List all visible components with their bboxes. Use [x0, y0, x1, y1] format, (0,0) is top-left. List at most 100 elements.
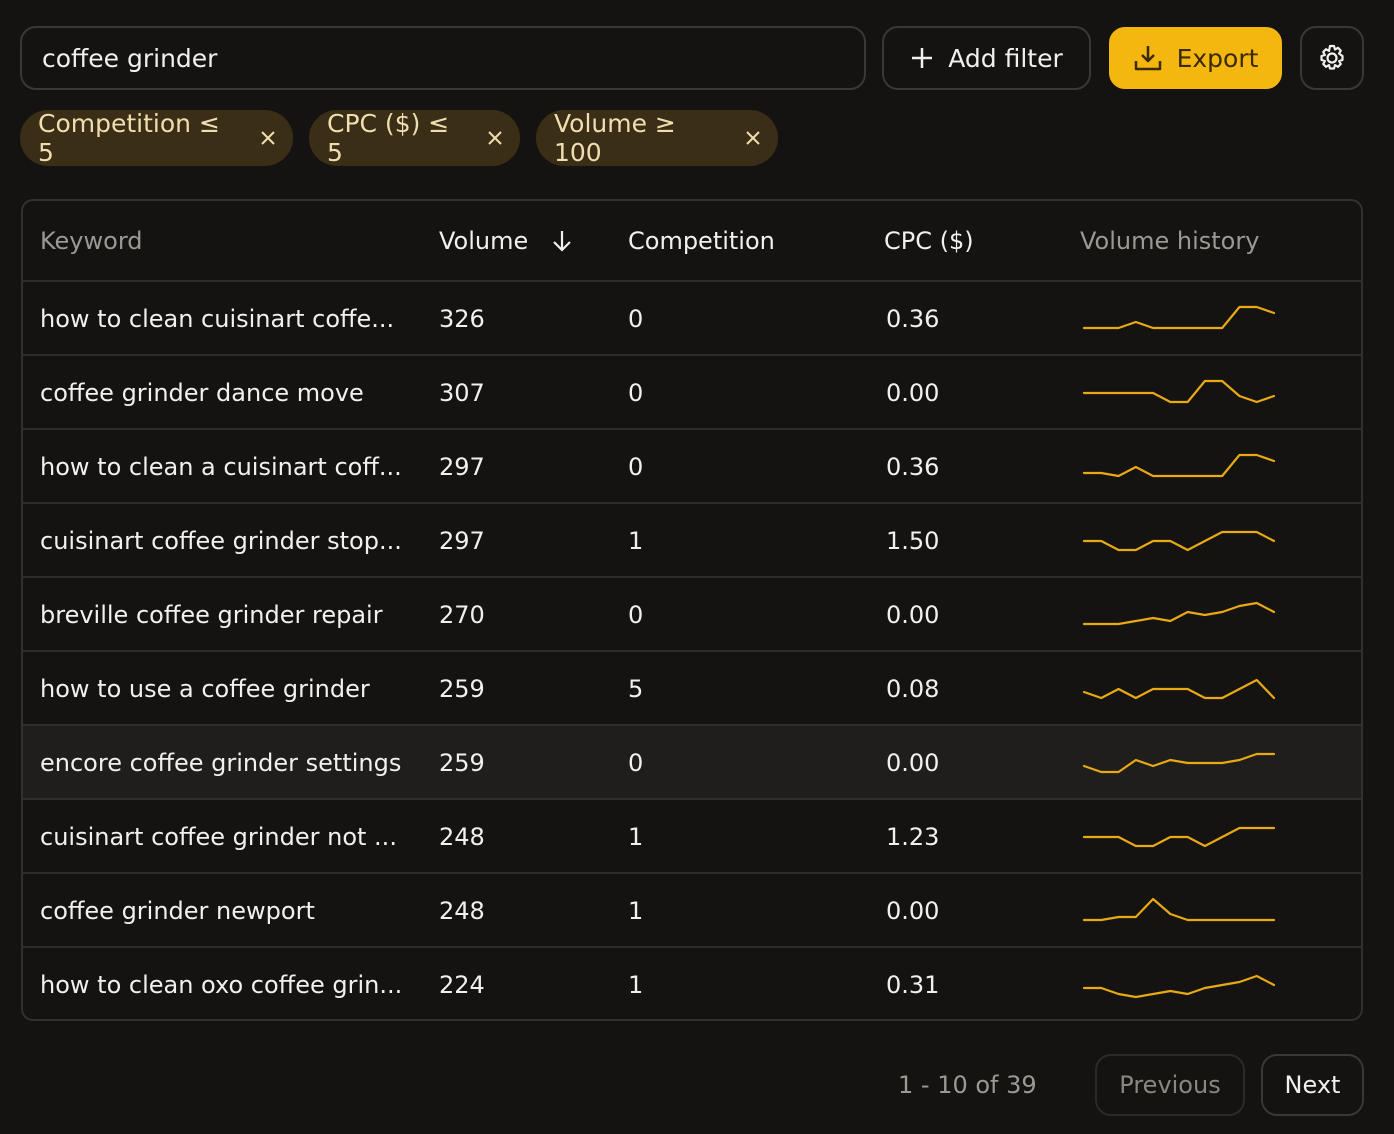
keyword-cell: how to clean oxo coffee grin...: [40, 971, 403, 999]
sparkline-line: [1082, 826, 1276, 848]
competition-cell: 1: [628, 971, 644, 999]
keyword-cell: cuisinart coffee grinder stop...: [40, 527, 402, 555]
filter-label: Volume ≥ 100: [554, 109, 676, 167]
column-header: Volume history: [1080, 201, 1259, 281]
keyword-cell: how to clean cuisinart coffe...: [40, 305, 395, 333]
volume-cell: 248: [439, 823, 485, 851]
volume-sparkline: [1082, 379, 1276, 404]
cpc-cell: 1.50: [886, 527, 940, 555]
volume-cell: 248: [439, 897, 485, 925]
cpc-cell: 0.08: [886, 675, 940, 703]
sparkline-line: [1082, 752, 1276, 774]
table-row[interactable]: how to clean a cuisinart coff... 297 0 0.36: [23, 428, 1361, 502]
filter-chip: Volume ≥ 100: [536, 109, 778, 167]
filter-chip: Competition ≤ 5: [20, 109, 293, 167]
volume-sparkline: [1082, 752, 1276, 774]
gear-icon: [1320, 44, 1344, 70]
cpc-cell: 0.00: [886, 897, 940, 925]
volume-cell: 224: [439, 971, 485, 999]
table-row[interactable]: how to clean cuisinart coffe... 326 0 0.36: [23, 280, 1361, 354]
column-header: Volume: [439, 201, 574, 281]
table-row[interactable]: encore coffee grinder settings 259 0 0.00: [23, 724, 1361, 798]
cpc-cell: 0.31: [886, 971, 940, 999]
volume-sparkline: [1082, 453, 1276, 478]
table-row[interactable]: how to clean oxo coffee grin... 224 1 0.31: [23, 946, 1361, 1019]
volume-cell: 297: [439, 453, 485, 481]
volume-cell: 259: [439, 749, 485, 777]
x-icon: [488, 131, 502, 145]
column-header: Keyword: [40, 201, 143, 281]
table-row[interactable]: cuisinart coffee grinder not ... 248 1 1.23: [23, 798, 1361, 872]
keyword-table: Keyword Volume Competition CPC ($) Volume hi…: [21, 199, 1363, 1021]
competition-cell: 0: [628, 453, 644, 481]
cpc-cell: 0.00: [886, 601, 940, 629]
table-row[interactable]: coffee grinder newport 248 1 0.00: [23, 872, 1361, 946]
volume-cell: 326: [439, 305, 485, 333]
volume-sparkline: [1082, 826, 1276, 848]
table-row[interactable]: breville coffee grinder repair 270 0 0.00: [23, 576, 1361, 650]
export-button[interactable]: Export: [1109, 27, 1282, 89]
volume-cell: 270: [439, 601, 485, 629]
cpc-cell: 0.00: [886, 379, 940, 407]
filter-label: Competition ≤ 5: [38, 109, 220, 167]
export-label: Export: [1176, 43, 1259, 73]
table-row[interactable]: how to use a coffee grinder 259 5 0.08: [23, 650, 1361, 724]
volume-sparkline: [1082, 305, 1276, 330]
sparkline-line: [1082, 305, 1276, 330]
column-header-label: Competition: [628, 227, 775, 255]
competition-cell: 0: [628, 601, 644, 629]
add-filter-button[interactable]: Add filter: [882, 26, 1091, 90]
sparkline-line: [1082, 974, 1276, 999]
column-header-label: Volume: [439, 227, 529, 255]
x-icon: [746, 131, 760, 145]
volume-sparkline: [1082, 530, 1276, 552]
sparkline-line: [1082, 678, 1276, 700]
previous-button[interactable]: Previous: [1095, 1054, 1245, 1116]
remove-filter-icon[interactable]: [260, 130, 275, 146]
volume-cell: 297: [439, 527, 485, 555]
arrow: [553, 231, 572, 252]
cpc-cell: 0.36: [886, 453, 940, 481]
competition-cell: 1: [628, 527, 644, 555]
filter-label: CPC ($) ≤ 5: [327, 109, 450, 167]
sort-desc-icon: [553, 231, 572, 252]
competition-cell: 0: [628, 749, 644, 777]
column-header-label: Keyword: [40, 227, 143, 255]
remove-filter-icon[interactable]: [745, 130, 760, 146]
sparkline-line: [1082, 897, 1276, 922]
table-row[interactable]: cuisinart coffee grinder stop... 297 1 1.50: [23, 502, 1361, 576]
remove-filter-icon[interactable]: [487, 130, 502, 146]
cpc-cell: 0.36: [886, 305, 940, 333]
keyword-cell: how to clean a cuisinart coff...: [40, 453, 402, 481]
table-row[interactable]: coffee grinder dance move 307 0 0.00: [23, 354, 1361, 428]
competition-cell: 5: [628, 675, 644, 703]
sparkline-line: [1082, 453, 1276, 478]
volume-cell: 259: [439, 675, 485, 703]
keyword-cell: encore coffee grinder settings: [40, 749, 402, 777]
keyword-cell: coffee grinder dance move: [40, 379, 364, 407]
keyword-cell: coffee grinder newport: [40, 897, 315, 925]
plus-icon: [912, 48, 933, 68]
volume-cell: 307: [439, 379, 485, 407]
column-header-label: Volume history: [1080, 227, 1260, 255]
competition-cell: 0: [628, 379, 644, 407]
pagination-summary: 1 - 10 of 39: [898, 1071, 1037, 1099]
filter-chip: CPC ($) ≤ 5: [309, 109, 520, 167]
competition-cell: 0: [628, 305, 644, 333]
volume-sparkline: [1082, 974, 1276, 999]
competition-cell: 1: [628, 897, 644, 925]
search-input[interactable]: coffee grinder: [20, 26, 866, 90]
volume-sparkline: [1082, 678, 1276, 700]
keyword-cell: cuisinart coffee grinder not ...: [40, 823, 397, 851]
keyword-cell: breville coffee grinder repair: [40, 601, 383, 629]
settings-button[interactable]: [1300, 26, 1364, 90]
column-header-label: CPC ($): [884, 227, 974, 255]
cpc-cell: 0.00: [886, 749, 940, 777]
column-header: Competition: [628, 201, 775, 281]
sparkline-line: [1082, 601, 1276, 626]
volume-sparkline: [1082, 601, 1276, 626]
next-button[interactable]: Next: [1261, 1054, 1364, 1116]
download-icon: [1134, 46, 1161, 71]
volume-sparkline: [1082, 897, 1276, 922]
